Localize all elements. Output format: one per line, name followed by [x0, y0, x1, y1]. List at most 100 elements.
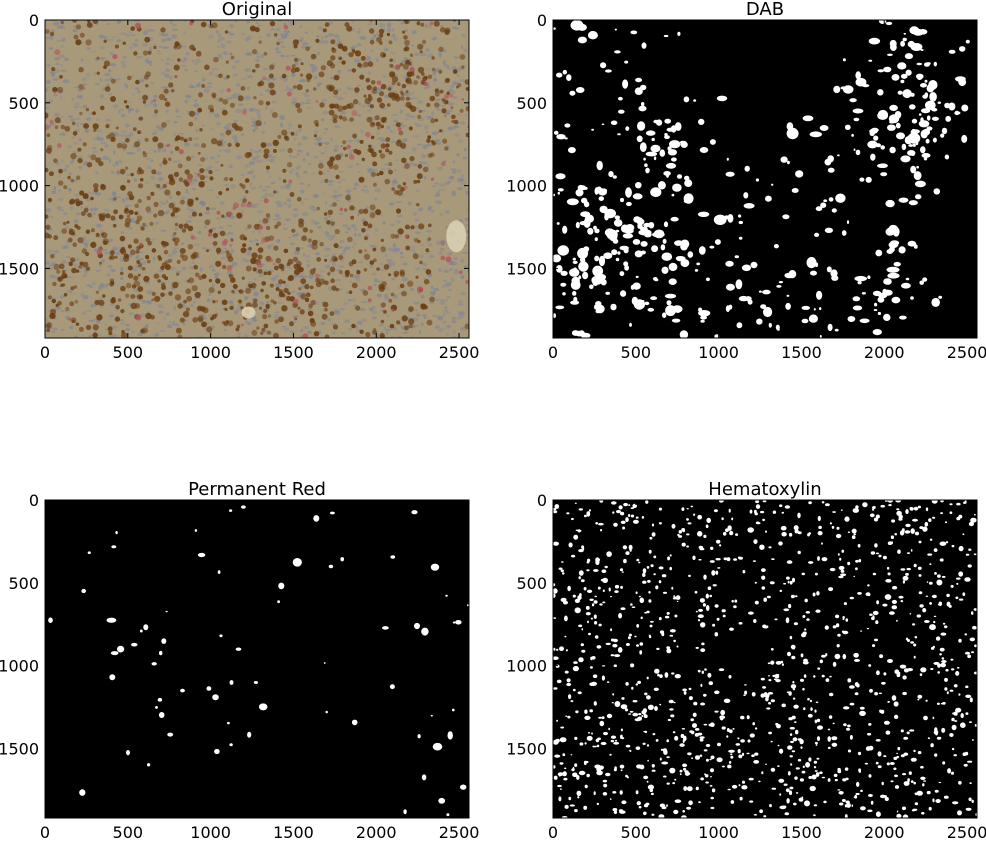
dab-cell	[310, 320, 317, 327]
y-tick-label: 500	[8, 94, 39, 113]
mask-blob	[927, 553, 933, 556]
mask-blob	[948, 102, 956, 111]
dab-cell	[386, 103, 391, 107]
nucleus-speck	[190, 155, 195, 159]
mask-blob	[783, 608, 790, 612]
dab-cell	[354, 50, 362, 57]
mask-blob	[812, 592, 816, 597]
dab-cell	[125, 282, 132, 289]
dab-cell	[73, 285, 78, 289]
dab-cell	[427, 74, 433, 80]
mask-blob	[875, 811, 881, 817]
mask-blob	[668, 699, 674, 704]
mask-blob	[674, 122, 682, 131]
mask-blob	[651, 813, 655, 816]
mask-blob	[877, 69, 885, 73]
dab-cell	[161, 122, 167, 128]
mask-blob	[810, 707, 813, 711]
mask-blob	[847, 316, 856, 322]
nucleus-speck	[198, 164, 202, 166]
dab-cell	[175, 135, 181, 141]
nucleus-speck	[438, 250, 443, 255]
mask-blob	[206, 686, 212, 691]
dab-cell	[240, 247, 247, 254]
nucleus-speck	[327, 286, 333, 291]
dab-cell	[405, 245, 411, 251]
nucleus-speck	[166, 119, 171, 123]
nucleus-speck	[283, 89, 287, 91]
nucleus-speck	[270, 109, 274, 114]
dab-cell	[184, 169, 190, 175]
mask-blob	[795, 595, 798, 598]
nucleus-speck	[255, 203, 260, 206]
nucleus-speck	[423, 87, 428, 90]
mask-blob	[620, 585, 623, 589]
mask-blob	[957, 810, 962, 816]
mask-blob	[212, 694, 219, 701]
nucleus-speck	[301, 212, 309, 216]
mask-blob	[950, 658, 954, 661]
mask-blob	[659, 630, 665, 634]
mask-blob	[788, 790, 793, 795]
mask-blob	[892, 227, 900, 237]
nucleus-speck	[180, 64, 187, 67]
mask-blob	[554, 504, 560, 509]
dab-cell	[376, 97, 383, 103]
dab-cell	[253, 96, 257, 100]
nucleus-speck	[194, 243, 201, 247]
mask-blob	[629, 749, 631, 752]
mask-blob	[670, 216, 679, 222]
mask-blob	[643, 803, 649, 808]
nucleus-speck	[373, 232, 376, 235]
mask-blob	[699, 147, 709, 153]
nucleus-speck	[73, 219, 79, 224]
mask-blob	[815, 206, 823, 212]
nucleus-speck	[116, 20, 122, 24]
nucleus-speck	[133, 178, 138, 182]
nucleus-speck	[319, 160, 323, 164]
nucleus-speck	[292, 156, 298, 159]
nucleus-speck	[353, 182, 360, 187]
mask-blob	[648, 549, 652, 554]
mask-blob	[663, 775, 667, 778]
nucleus-speck	[185, 220, 192, 223]
dab-cell	[163, 88, 169, 94]
dab-cell	[265, 213, 271, 218]
mask-blob	[636, 764, 643, 769]
dab-cell	[85, 266, 91, 271]
dab-cell	[86, 22, 93, 28]
dab-cell	[268, 314, 272, 318]
dab-cell	[373, 258, 377, 263]
nucleus-speck	[102, 249, 108, 252]
dab-cell	[183, 138, 188, 143]
dab-cell	[290, 67, 297, 74]
nucleus-speck	[214, 161, 220, 163]
dab-cell	[328, 109, 335, 116]
red-stain-speck	[430, 177, 434, 181]
mask-blob	[632, 193, 643, 200]
mask-blob	[935, 799, 941, 803]
nucleus-speck	[83, 311, 87, 314]
mask-blob	[666, 612, 670, 615]
mask-blob	[705, 781, 709, 784]
mask-blob	[897, 62, 907, 70]
nucleus-speck	[69, 160, 74, 164]
mask-blob	[614, 590, 619, 593]
mask-blob	[859, 318, 870, 324]
mask-blob	[952, 801, 959, 805]
mask-blob	[857, 543, 861, 548]
nucleus-speck	[349, 224, 357, 227]
mask-blob	[808, 561, 814, 564]
nucleus-speck	[96, 223, 102, 228]
mask-blob	[553, 687, 558, 690]
nucleus-speck	[230, 249, 234, 254]
nucleus-speck	[456, 74, 460, 77]
dab-cell	[126, 179, 131, 184]
dab-cell	[282, 280, 286, 284]
nucleus-speck	[124, 328, 131, 332]
nucleus-speck	[325, 265, 330, 269]
mask-blob	[658, 814, 665, 818]
nucleus-speck	[451, 65, 457, 70]
mask-blob	[556, 265, 563, 273]
nucleus-speck	[425, 130, 429, 135]
